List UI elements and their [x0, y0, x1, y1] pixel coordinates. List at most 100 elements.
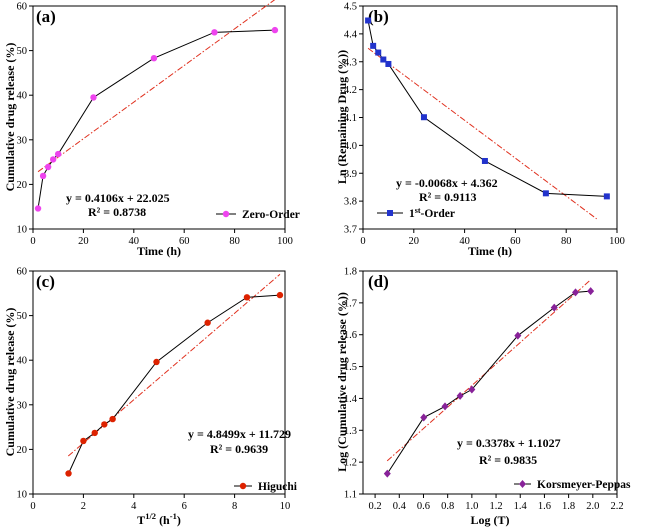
x-tick-label: 60	[510, 236, 521, 247]
x-tick-label: 6	[182, 501, 187, 512]
x-tick-label: 2	[81, 501, 86, 512]
fit-equation: y = 4.8499x + 11.729	[188, 427, 291, 441]
x-tick-label: 80	[561, 236, 572, 247]
data-point	[420, 114, 427, 121]
data-point	[204, 319, 211, 326]
x-tick-label: 4	[131, 501, 137, 512]
y-tick-label: 1.6	[344, 330, 357, 341]
y-tick-label: 4.2	[344, 85, 357, 96]
x-tick-label: 0.8	[441, 501, 454, 512]
x-tick-label: 2.2	[610, 501, 623, 512]
x-tick-label: 0.2	[369, 501, 382, 512]
y-axis-label: Ln (Remaining Drug (%))	[335, 50, 349, 184]
x-axis-label-part: -1	[170, 511, 177, 521]
y-tick-label: 1.4	[344, 394, 358, 405]
x-tick-label: 2.0	[586, 501, 599, 512]
plot-frame	[362, 270, 618, 495]
x-tick-label: 8	[232, 501, 237, 512]
data-point	[65, 470, 72, 477]
series-line	[367, 20, 607, 197]
y-tick-label: 1.3	[344, 426, 357, 437]
legend-label: Korsmeyer-Peppas	[537, 479, 631, 491]
legend-label: Zero-Order	[242, 209, 300, 221]
x-tick-label: 80	[229, 236, 240, 247]
data-point	[370, 42, 377, 49]
panel-label: (b)	[368, 7, 389, 26]
y-tick-label: 20	[17, 180, 28, 191]
x-axis-label-part: (h	[156, 513, 170, 527]
data-point	[80, 437, 87, 445]
x-tick-label: 1.0	[465, 501, 478, 512]
data-point	[109, 415, 116, 423]
y-tick-label: 40	[17, 91, 28, 102]
x-tick-label: 10	[280, 501, 291, 512]
y-tick-label: 4.1	[344, 113, 357, 124]
data-point	[420, 413, 428, 422]
r-squared: R² = 0.9835	[479, 453, 537, 467]
chart-panel-1: 0 20 40 60 80 100 10 20 30 40 50 60 (a) Cumulative dr…	[3, 0, 300, 258]
data-point	[542, 190, 549, 197]
y-tick-label: 60	[17, 2, 28, 13]
x-axis-label-part: )	[177, 513, 181, 527]
fit-line	[37, 0, 276, 173]
data-point	[153, 358, 160, 366]
panel-label: (a)	[36, 7, 56, 26]
x-tick-label: 40	[459, 236, 470, 247]
x-tick-label: 100	[277, 236, 293, 247]
fit-line	[367, 47, 597, 220]
data-point	[468, 385, 476, 394]
data-point	[271, 26, 279, 34]
plot-frame	[32, 270, 286, 495]
y-tick-label: 1.8	[344, 267, 357, 278]
legend-label-part: -Order	[421, 208, 455, 220]
x-tick-label: 20	[78, 236, 89, 247]
x-axis-label: Time (h)	[137, 244, 181, 258]
legend-label: Higuchi	[258, 481, 298, 493]
data-point	[39, 172, 47, 180]
x-axis-label: Log (T)	[471, 513, 510, 527]
x-tick-label: 0	[360, 236, 365, 247]
y-tick-label: 4.5	[344, 2, 357, 13]
plot-frame	[32, 5, 286, 230]
x-tick-label: 100	[609, 236, 625, 247]
y-tick-label: 4.0	[344, 141, 357, 152]
x-tick-label: 40	[129, 236, 140, 247]
y-tick-label: 10	[17, 490, 28, 501]
r-squared: R² = 0.9639	[210, 442, 268, 456]
y-tick-label: 4.3	[344, 57, 357, 68]
panel-label: (c)	[36, 272, 55, 291]
x-tick-label: 20	[409, 236, 420, 247]
y-tick-label: 10	[17, 225, 28, 236]
chart-panel-2: 0 20 40 60 80 100 3.7 3.8 3.9 4.0 4.1 4.2 4.3 4.4 4.5 (…	[335, 2, 625, 259]
x-axis-label: Time (h)	[468, 244, 512, 258]
panel-label: (d)	[368, 272, 389, 291]
data-point	[572, 288, 580, 297]
legend-marker	[239, 482, 247, 490]
data-point	[441, 402, 449, 411]
data-point	[55, 150, 62, 158]
y-tick-label: 1.2	[344, 458, 357, 469]
y-tick-label: 50	[17, 311, 28, 322]
data-point	[587, 287, 595, 296]
chart-panel-4: 0.2 0.4 0.6 0.8 1.0 1.2 1.4 1.6 1.8 2.0 2.2 1.1 1.2 1…	[335, 267, 631, 528]
data-point	[514, 331, 522, 340]
x-tick-label: 0	[30, 501, 35, 512]
x-axis-label-part: 1/2	[145, 511, 156, 521]
fit-equation: y = 0.4106x + 22.025	[66, 191, 170, 205]
x-tick-label: 0.6	[417, 501, 430, 512]
y-tick-label: 30	[17, 135, 28, 146]
legend-marker	[222, 210, 230, 218]
y-tick-label: 40	[17, 356, 28, 367]
data-point	[550, 303, 558, 312]
data-point	[276, 291, 284, 299]
x-axis-label-part: T	[137, 513, 145, 527]
data-point	[49, 156, 57, 163]
data-point	[44, 163, 52, 171]
data-point	[243, 294, 251, 301]
data-point	[385, 60, 392, 67]
y-axis-label: Log (Cumulative drug release (%))	[335, 292, 349, 472]
legend-label-part: 1	[409, 208, 415, 220]
y-axis-label: Cumulative drug release (%)	[3, 308, 17, 457]
x-tick-label: 1.2	[489, 501, 502, 512]
data-point	[101, 421, 108, 428]
